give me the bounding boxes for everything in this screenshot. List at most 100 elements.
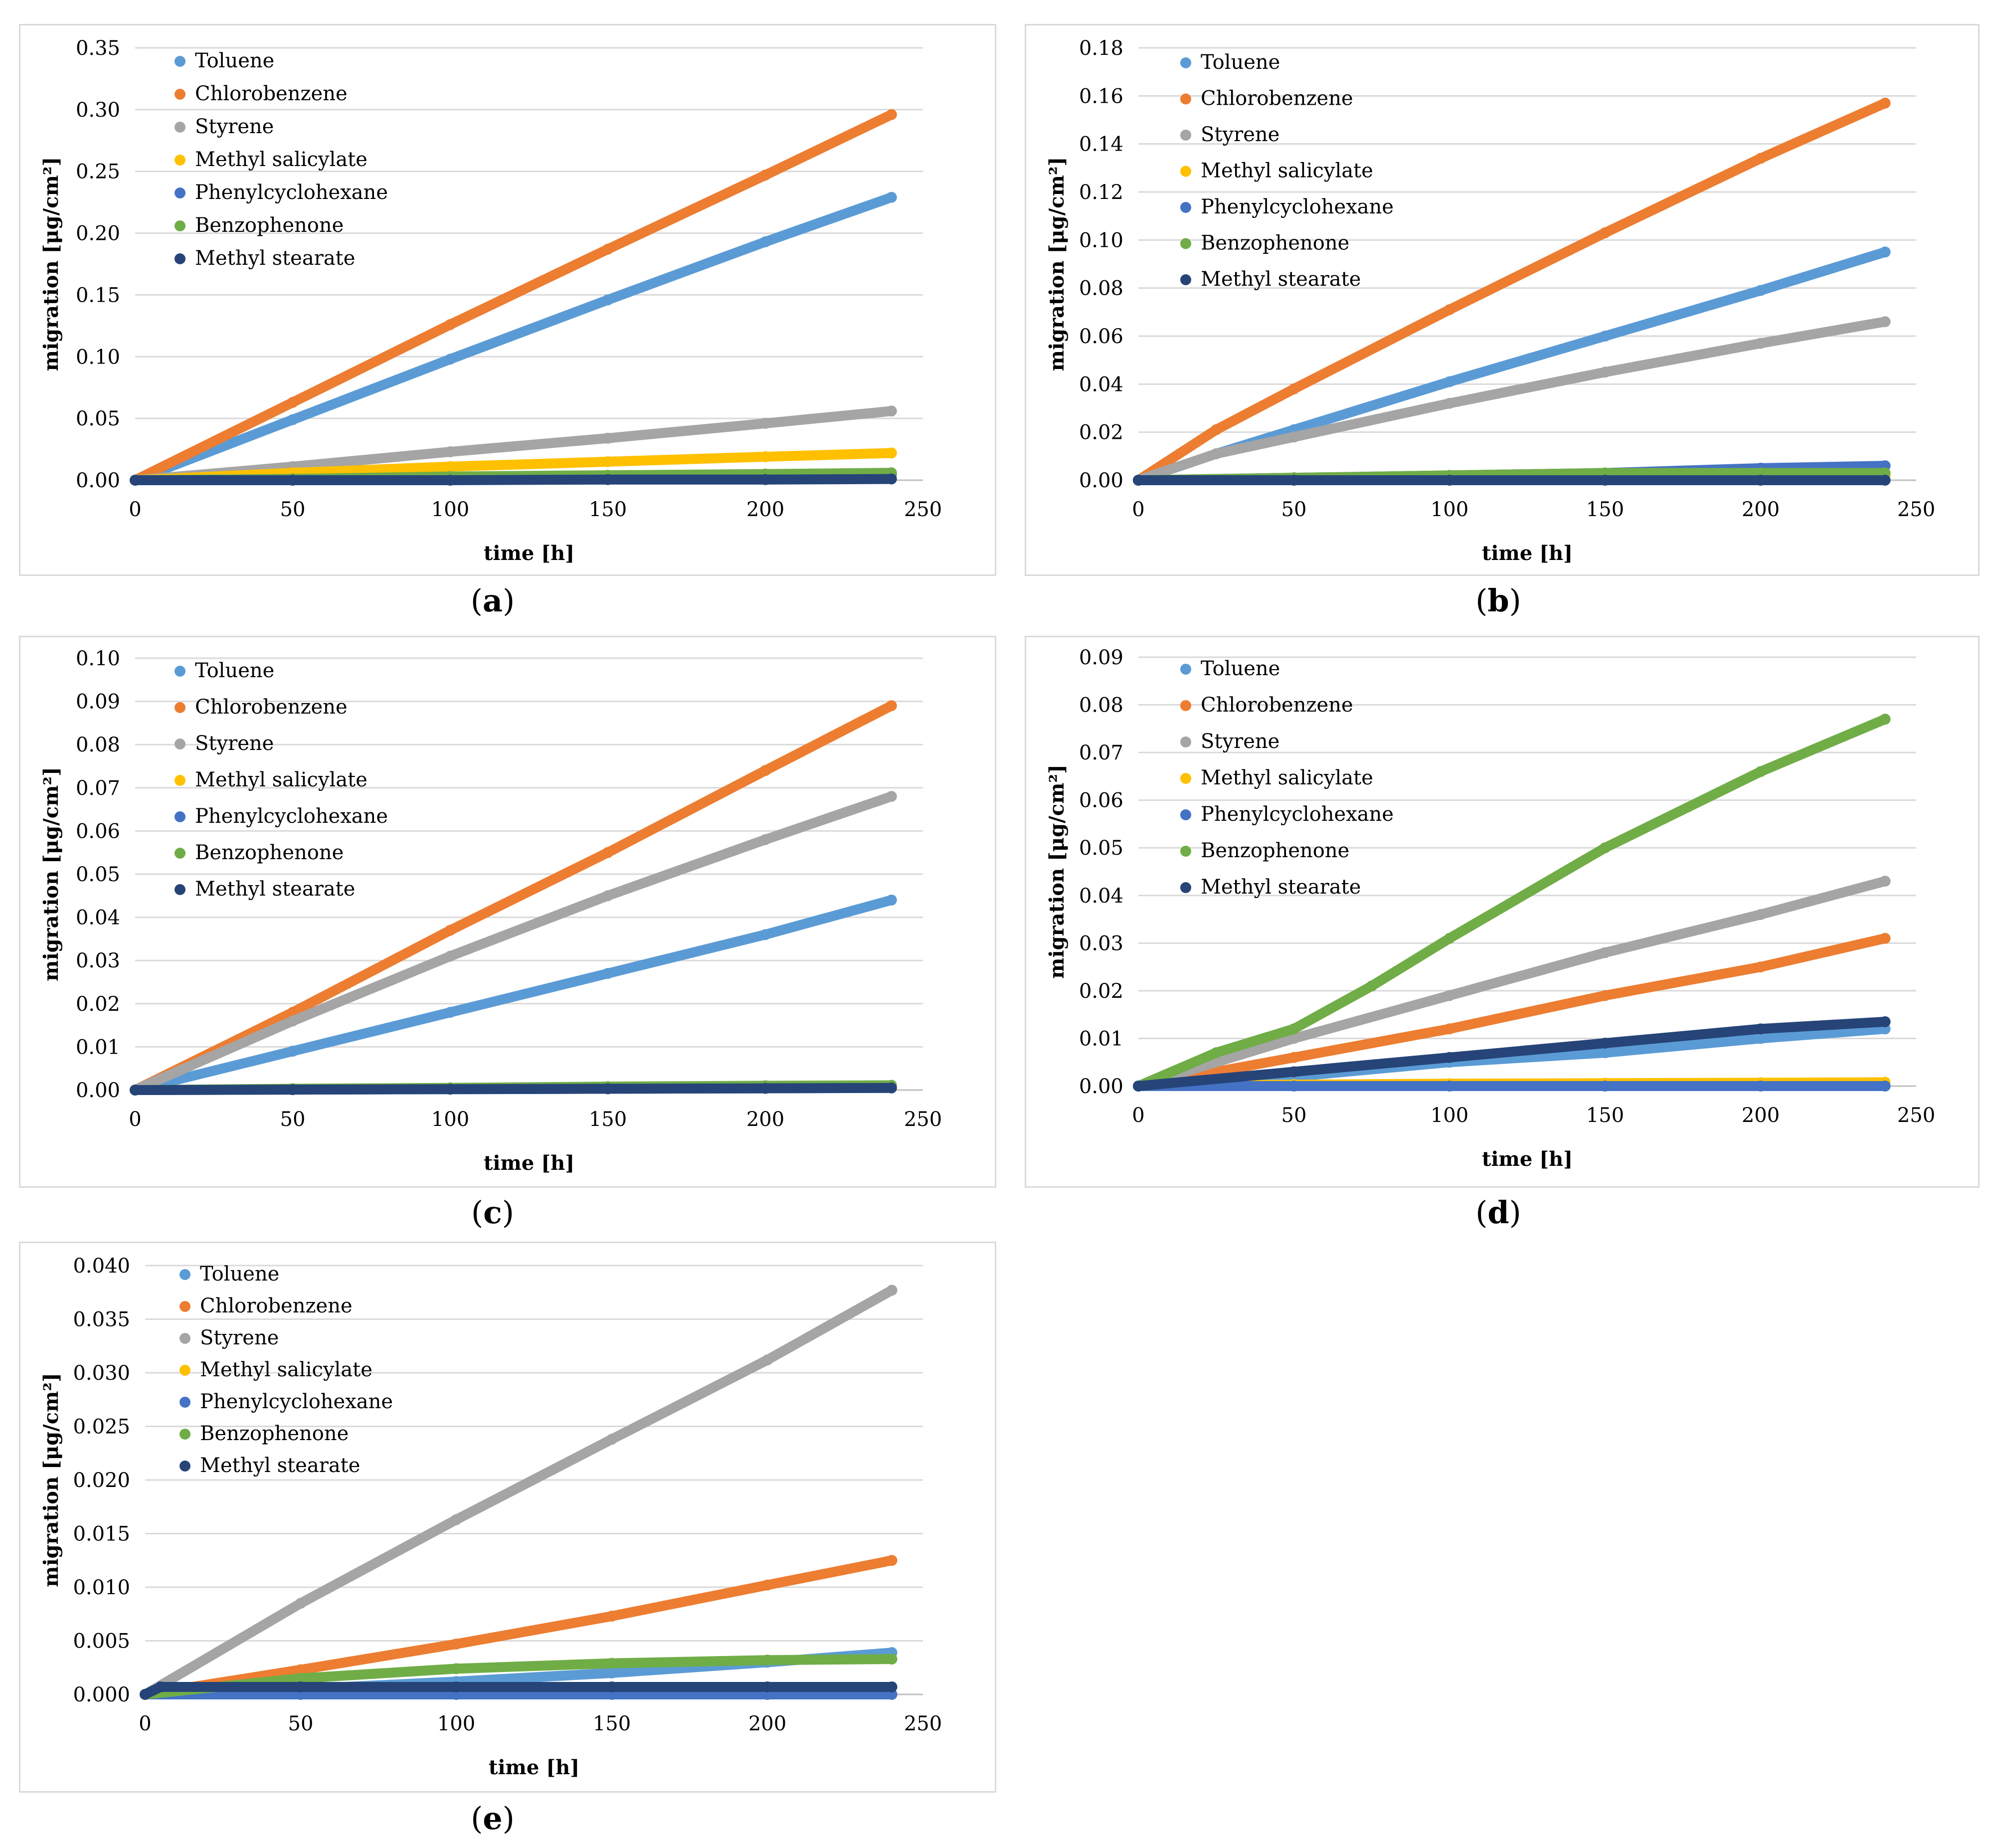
data-point-d-phenylcyclohexane-5 bbox=[1879, 1081, 1891, 1092]
data-point-a-methyl-salicylate-4 bbox=[760, 451, 771, 462]
y-tick-label-e-2: 0.010 bbox=[73, 1576, 130, 1599]
x-tick-label-c-0: 0 bbox=[129, 1108, 141, 1131]
legend-label-d-styrene: Styrene bbox=[1201, 730, 1279, 753]
series-line-e-styrene bbox=[140, 1285, 897, 1699]
data-point-c-chlorobenzene-4 bbox=[760, 765, 771, 776]
data-point-c-methyl-stearate-4 bbox=[760, 1083, 771, 1094]
series-line-d-methyl-stearate bbox=[1133, 1017, 1890, 1091]
legend-marker-a-chlorobenzene bbox=[175, 89, 185, 100]
data-point-d-styrene-4 bbox=[1755, 909, 1766, 920]
x-tick-label-a-4: 200 bbox=[746, 498, 784, 521]
data-point-b-chlorobenzene-2 bbox=[1288, 383, 1299, 394]
data-point-c-styrene-5 bbox=[886, 791, 897, 802]
data-point-c-methyl-stearate-1 bbox=[287, 1084, 298, 1096]
legend-label-e-styrene: Styrene bbox=[200, 1326, 279, 1349]
x-tick-label-a-0: 0 bbox=[129, 498, 141, 521]
data-point-d-styrene-2 bbox=[1444, 990, 1455, 1001]
legend-marker-b-chlorobenzene bbox=[1180, 93, 1191, 105]
y-tick-label-a-4: 0.20 bbox=[76, 222, 120, 245]
legend-marker-d-methyl-salicylate bbox=[1180, 773, 1191, 784]
legend-label-d-benzophenone: Benzophenone bbox=[1201, 839, 1349, 862]
data-point-c-styrene-4 bbox=[760, 834, 771, 845]
x-tick-label-b-0: 0 bbox=[1132, 498, 1144, 521]
data-point-b-methyl-stearate-4 bbox=[1755, 475, 1766, 486]
legend-marker-e-methyl-stearate bbox=[180, 1461, 190, 1472]
x-tick-label-e-5: 250 bbox=[904, 1712, 942, 1735]
series-line-a-methyl-stearate bbox=[130, 474, 897, 485]
data-point-b-styrene-5 bbox=[1755, 338, 1766, 349]
y-axis-title-d: migration [μg/cm²] bbox=[1045, 764, 1069, 979]
series-line-c-methyl-stearate bbox=[130, 1083, 897, 1095]
data-point-e-chlorobenzene-4 bbox=[762, 1579, 773, 1591]
data-point-a-styrene-4 bbox=[760, 418, 771, 429]
y-tick-label-b-5: 0.10 bbox=[1079, 229, 1123, 252]
data-point-a-toluene-1 bbox=[287, 414, 298, 425]
data-point-c-methyl-stearate-2 bbox=[445, 1084, 456, 1095]
data-point-e-styrene-4 bbox=[762, 1354, 773, 1366]
data-point-d-benzophenone-3 bbox=[1366, 980, 1377, 992]
series-line-a-toluene bbox=[130, 192, 897, 485]
data-point-e-methyl-stearate-3 bbox=[451, 1681, 462, 1692]
legend-marker-b-benzophenone bbox=[1180, 238, 1191, 249]
x-axis-title-b: time [h] bbox=[1482, 542, 1573, 565]
series-line-c-chlorobenzene bbox=[130, 701, 897, 1095]
data-point-c-methyl-stearate-0 bbox=[130, 1085, 141, 1096]
y-tick-label-d-2: 0.02 bbox=[1079, 980, 1123, 1003]
data-point-c-toluene-5 bbox=[886, 894, 897, 906]
legend-marker-a-methyl-salicylate bbox=[175, 155, 185, 166]
legend-label-e-methyl-stearate: Methyl stearate bbox=[200, 1454, 360, 1477]
series-line-c-toluene bbox=[130, 895, 897, 1095]
data-point-d-methyl-stearate-1 bbox=[1288, 1066, 1299, 1078]
data-point-a-chlorobenzene-3 bbox=[602, 243, 613, 255]
legend-marker-e-toluene bbox=[180, 1269, 190, 1280]
chart-svg-d: 0.00 0.01 0.02 0.03 0.04 0.05 0.06 0.07 0.08 0.09… bbox=[1045, 646, 1935, 1171]
data-point-a-methyl-salicylate-3 bbox=[602, 456, 613, 467]
data-point-e-benzophenone-5 bbox=[886, 1654, 898, 1665]
legend-marker-d-styrene bbox=[1180, 737, 1191, 747]
x-tick-label-d-0: 0 bbox=[1132, 1104, 1144, 1127]
x-tick-label-e-1: 50 bbox=[288, 1712, 314, 1735]
y-tick-label-d-4: 0.04 bbox=[1079, 885, 1123, 908]
y-tick-label-e-4: 0.020 bbox=[73, 1469, 130, 1492]
data-point-c-methyl-stearate-5 bbox=[886, 1082, 897, 1094]
data-point-a-styrene-3 bbox=[602, 432, 613, 444]
data-point-e-chlorobenzene-5 bbox=[886, 1555, 898, 1566]
panel-label-d: (d) bbox=[1475, 1194, 1521, 1231]
data-point-a-methyl-stearate-0 bbox=[130, 475, 141, 486]
data-point-e-chlorobenzene-3 bbox=[606, 1611, 617, 1622]
data-point-a-styrene-2 bbox=[445, 446, 456, 458]
x-tick-label-b-5: 250 bbox=[1897, 498, 1935, 521]
data-point-d-phenylcyclohexane-1 bbox=[1288, 1081, 1299, 1092]
x-tick-label-c-4: 200 bbox=[746, 1108, 784, 1131]
data-point-e-benzophenone-1 bbox=[295, 1672, 306, 1684]
series-line-d-styrene bbox=[1133, 876, 1890, 1091]
data-point-b-toluene-6 bbox=[1879, 246, 1891, 258]
data-point-e-benzophenone-4 bbox=[762, 1655, 773, 1666]
legend-marker-d-chlorobenzene bbox=[1180, 700, 1191, 711]
legend-label-c-chlorobenzene: Chlorobenzene bbox=[195, 696, 348, 719]
data-point-d-phenylcyclohexane-4 bbox=[1755, 1081, 1766, 1092]
legend-label-d-methyl-salicylate: Methyl salicylate bbox=[1201, 766, 1373, 789]
data-point-a-methyl-stearate-4 bbox=[760, 474, 771, 485]
data-point-d-chlorobenzene-4 bbox=[1755, 961, 1766, 973]
x-tick-label-d-5: 250 bbox=[1897, 1104, 1935, 1127]
data-point-a-methyl-stearate-3 bbox=[602, 474, 613, 485]
y-tick-label-b-8: 0.16 bbox=[1079, 85, 1123, 108]
data-point-d-chlorobenzene-2 bbox=[1444, 1023, 1455, 1035]
legend-label-c-phenylcyclohexane: Phenylcyclohexane bbox=[195, 805, 388, 828]
panel-label-e: (e) bbox=[471, 1800, 515, 1837]
y-tick-label-c-10: 0.10 bbox=[76, 647, 120, 670]
legend-label-a-toluene: Toluene bbox=[195, 49, 274, 72]
x-tick-label-e-3: 150 bbox=[593, 1712, 631, 1735]
data-point-d-styrene-1 bbox=[1288, 1033, 1299, 1044]
chart-panel-c: 0.00 0.01 0.02 0.03 0.04 0.05 0.06 0.07 0.08 0.09… bbox=[19, 636, 996, 1188]
x-tick-label-c-5: 250 bbox=[904, 1108, 942, 1131]
legend-label-b-phenylcyclohexane: Phenylcyclohexane bbox=[1201, 195, 1394, 218]
legend-label-c-toluene: Toluene bbox=[195, 659, 274, 682]
x-tick-label-c-2: 100 bbox=[431, 1108, 469, 1131]
legend-marker-c-chlorobenzene bbox=[175, 702, 185, 713]
data-point-c-toluene-1 bbox=[287, 1046, 298, 1057]
data-point-b-toluene-4 bbox=[1600, 331, 1611, 342]
data-point-b-methyl-stearate-5 bbox=[1879, 475, 1891, 486]
x-tick-label-b-3: 150 bbox=[1586, 498, 1624, 521]
